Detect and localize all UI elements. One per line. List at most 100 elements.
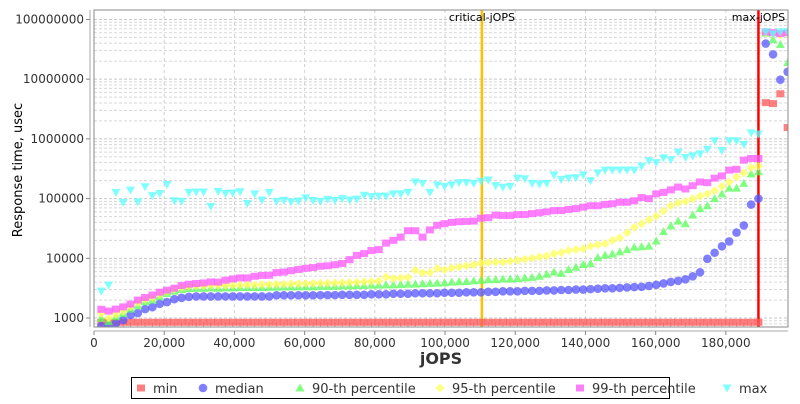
data-point — [345, 196, 355, 205]
series-min — [97, 90, 788, 327]
data-point — [418, 288, 427, 298]
data-point — [389, 289, 398, 299]
data-point — [418, 233, 427, 241]
data-point — [717, 189, 727, 198]
data-point — [579, 203, 588, 211]
data-point — [410, 265, 420, 275]
data-point — [659, 206, 669, 216]
data-point — [257, 271, 266, 279]
data-point — [717, 181, 727, 191]
data-point — [571, 205, 580, 213]
data-point — [747, 154, 756, 162]
data-point — [615, 198, 624, 206]
data-point — [644, 215, 654, 225]
data-point — [710, 137, 720, 146]
data-point — [754, 194, 763, 203]
data-point — [637, 242, 647, 251]
data-point — [732, 228, 741, 237]
data-point — [447, 218, 456, 226]
data-point — [666, 277, 676, 287]
data-point — [461, 261, 471, 271]
data-point — [170, 284, 179, 292]
data-point — [286, 198, 296, 207]
data-point — [688, 272, 698, 281]
data-point — [221, 292, 230, 301]
data-point — [286, 291, 296, 300]
data-point — [549, 207, 558, 215]
data-point — [228, 189, 238, 198]
data-point — [425, 267, 435, 277]
data-point — [724, 183, 734, 192]
data-point — [250, 292, 259, 301]
data-point — [257, 279, 267, 289]
data-point — [651, 280, 661, 290]
data-point — [578, 244, 588, 254]
data-point — [666, 186, 675, 194]
data-point — [505, 182, 515, 191]
data-point — [301, 278, 311, 288]
data-point — [118, 315, 128, 325]
data-point — [505, 256, 515, 266]
data-point — [593, 284, 603, 294]
legend-box — [131, 377, 670, 399]
data-point — [410, 279, 420, 288]
data-point — [578, 259, 588, 268]
data-point — [243, 274, 252, 282]
data-point — [673, 216, 683, 225]
data-point — [512, 174, 522, 183]
data-point — [483, 176, 493, 185]
data-point — [396, 289, 405, 299]
data-point — [600, 166, 610, 175]
data-point — [439, 182, 449, 191]
data-point — [608, 283, 617, 293]
data-point — [374, 246, 383, 254]
data-point — [542, 269, 552, 278]
data-point — [527, 286, 537, 296]
data-point — [279, 279, 289, 289]
legend-label: 90-th percentile — [312, 382, 416, 397]
data-point — [571, 245, 581, 255]
data-point — [169, 197, 179, 206]
x-tick-label: 20,000 — [143, 336, 185, 350]
data-points — [96, 28, 788, 327]
data-point — [622, 283, 632, 292]
data-point — [681, 185, 690, 193]
data-point — [337, 278, 347, 288]
data-point — [476, 287, 486, 297]
data-point — [586, 202, 595, 210]
data-point — [717, 146, 727, 155]
data-point — [235, 188, 245, 197]
data-point — [739, 156, 748, 164]
data-point — [739, 178, 749, 187]
data-point — [607, 249, 617, 258]
data-point — [769, 100, 778, 108]
data-point — [403, 227, 412, 235]
data-point — [498, 183, 508, 192]
data-point — [739, 221, 749, 230]
data-point — [199, 292, 208, 301]
data-point — [243, 292, 252, 301]
data-point — [279, 268, 288, 276]
data-point — [498, 287, 508, 296]
data-point — [184, 292, 194, 302]
data-point — [520, 254, 530, 264]
data-point — [673, 198, 683, 208]
data-point — [673, 276, 683, 286]
data-point — [695, 267, 705, 277]
data-point — [367, 247, 376, 255]
y-tick-label: 1000000 — [31, 132, 84, 146]
data-point — [301, 264, 310, 272]
data-point — [607, 235, 617, 245]
data-point — [557, 285, 566, 295]
data-point — [323, 290, 332, 300]
legend-marker-icon — [198, 383, 208, 393]
data-point — [199, 279, 208, 287]
data-point — [651, 236, 661, 245]
data-point — [155, 288, 164, 296]
data-point — [681, 275, 690, 284]
data-point — [242, 199, 252, 208]
data-point — [512, 273, 522, 282]
data-point — [111, 305, 120, 313]
data-point — [724, 177, 734, 187]
data-point — [352, 251, 361, 259]
